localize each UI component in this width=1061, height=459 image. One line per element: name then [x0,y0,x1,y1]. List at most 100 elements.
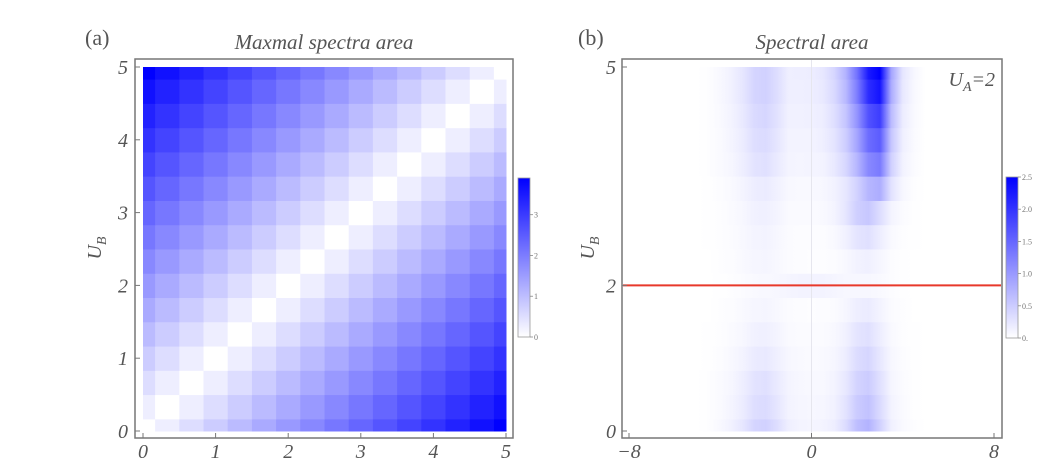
heatmap-cell [155,321,180,347]
heatmap-cell [324,249,350,274]
heatmap-cell [155,370,180,396]
colorbar-tick-label: 2.5 [1022,173,1032,182]
heatmap-cell [155,79,180,104]
colorbar-gradient [517,177,531,338]
heatmap-cell [143,249,156,274]
heatmap-cell [372,151,398,177]
heatmap-cell [227,176,253,201]
y-tick-label: 2 [606,275,616,297]
heatmap-cell [324,67,350,80]
heatmap-cell [227,249,253,274]
heatmap-cell [276,346,301,371]
heatmap-cell [251,321,277,347]
heatmap-cell [203,346,229,371]
heatmap-cell [251,67,277,80]
heatmap-cell [179,200,205,226]
heatmap-cell [203,67,229,80]
heatmap-cell [276,103,301,129]
x-tick-label: 5 [501,441,511,459]
heatmap-cell [276,297,301,323]
heatmap-cell [251,297,277,323]
heatmap-cell [276,67,301,80]
heatmap-cell [324,176,350,201]
heatmap-cell [324,370,350,396]
heatmap-cell [203,321,229,347]
heatmap-cell [372,297,398,323]
heatmap-cell [179,249,205,274]
heatmap-cell [227,394,253,420]
heatmap-cell [493,370,507,396]
panel-b-title: Spectral area [756,30,869,54]
heatmap-cell [143,224,156,250]
heatmap-cell [143,321,156,347]
heatmap-cell [372,224,398,250]
heatmap-cell [324,79,350,104]
heatmap-cell [179,297,205,323]
heatmap-cell [143,394,156,420]
heatmap-cell [397,394,422,420]
heatmap-cell [276,321,301,347]
heatmap-cell [445,346,471,371]
heatmap-cell [276,394,301,420]
heatmap-cell [493,127,507,153]
heatmap-cell [324,273,350,299]
heatmap-cell [348,103,374,129]
heatmap-cell [300,321,325,347]
heatmap-cell [493,67,507,80]
heatmap-cell [397,67,422,80]
heatmap-cell [348,176,374,201]
heatmap-cell [348,249,374,274]
heatmap-cell [251,79,277,104]
heatmap-cell [227,297,253,323]
heatmap-cell [143,370,156,396]
heatmap-cell [324,151,350,177]
heatmap-cell [155,176,180,201]
panel-a-label: (a) [85,25,109,50]
heatmap-cell [348,273,374,299]
colorbar-tick-label: 1.0 [1022,270,1032,279]
heatmap-cell [348,67,374,80]
heatmap-cell [300,127,325,153]
heatmap-cell [445,394,471,420]
heatmap-cell [421,394,446,420]
heatmap-cell [300,394,325,420]
heatmap-cell [372,394,398,420]
heatmap-cell [493,394,507,420]
heatmap-cell [348,79,374,104]
heatmap-cell [445,79,471,104]
heatmap-cell [251,370,277,396]
heatmap-cell [179,103,205,129]
heatmap-cell [300,103,325,129]
heatmap-cell [227,127,253,153]
heatmap-cell [397,151,422,177]
heatmap-cell [251,418,277,432]
heatmap-cell [179,176,205,201]
heatmap-cell [397,297,422,323]
heatmap-cell [300,273,325,299]
heatmap-cell [421,224,446,250]
heatmap-cell [251,103,277,129]
heatmap-cell [276,79,301,104]
colorbar-tick-label: 0. [1022,334,1028,343]
heatmap-cell [469,297,495,323]
heatmap-cell [445,370,471,396]
heatmap-cell [397,273,422,299]
heatmap-cell [421,127,446,153]
heatmap-cell [227,418,253,432]
heatmap-cell [397,370,422,396]
heatmap-cell [445,249,471,274]
heatmap-cell [493,249,507,274]
heatmap-cell [203,103,229,129]
heatmap-cell [203,151,229,177]
heatmap-cell [155,127,180,153]
heatmap-cell [227,67,253,80]
heatmap-cell [348,151,374,177]
heatmap-cell [445,127,471,153]
x-tick-label: −8 [617,441,641,459]
heatmap-cell [143,127,156,153]
heatmap-cell [251,224,277,250]
colorbar-tick-label: 2.0 [1022,205,1032,214]
heatmap-cell [348,346,374,371]
heatmap-cell [143,297,156,323]
heatmap-cell [348,418,374,432]
